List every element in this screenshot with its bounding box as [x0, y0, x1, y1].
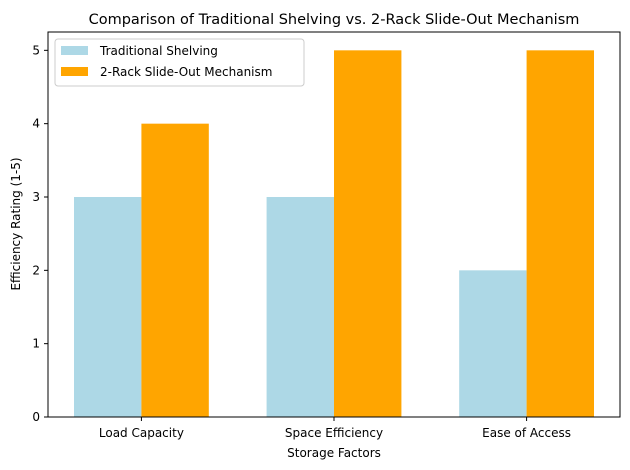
y-tick-label: 1: [32, 337, 40, 351]
y-axis-label: Efficiency Rating (1-5): [9, 157, 23, 290]
y-tick-label: 3: [32, 190, 40, 204]
bar-traditional-2: [459, 270, 527, 417]
legend-box: [54, 38, 305, 87]
legend-label: 2-Rack Slide-Out Mechanism: [100, 65, 272, 79]
bar-traditional-0: [74, 197, 142, 417]
y-tick-label: 0: [32, 410, 40, 424]
legend-label: Traditional Shelving: [99, 44, 218, 58]
y-tick-label: 4: [32, 117, 40, 131]
chart-title: Comparison of Traditional Shelving vs. 2…: [89, 12, 580, 28]
bar-slide-out-0: [141, 123, 209, 418]
y-tick-label: 2: [32, 263, 40, 277]
x-tick-label: Ease of Access: [482, 426, 571, 440]
y-tick-label: 5: [32, 43, 40, 57]
legend-swatch: [61, 67, 88, 76]
bar-slide-out-2: [526, 50, 594, 417]
x-tick-label: Space Efficiency: [285, 426, 383, 440]
legend: Traditional Shelving 2-Rack Slide-Out Mec…: [54, 38, 305, 87]
x-tick-label: Load Capacity: [99, 426, 184, 440]
legend-swatch: [61, 46, 88, 55]
x-axis-label: Storage Factors: [287, 446, 381, 460]
bar-slide-out-1: [334, 50, 402, 417]
bar-traditional-1: [266, 197, 334, 417]
